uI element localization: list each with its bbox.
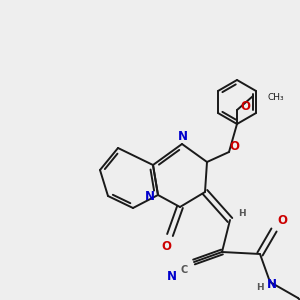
Text: O: O: [161, 241, 171, 254]
Text: O: O: [229, 140, 239, 152]
Text: N: N: [145, 190, 155, 203]
Text: CH₃: CH₃: [267, 94, 284, 103]
Text: O: O: [240, 100, 250, 112]
Text: H: H: [256, 284, 264, 292]
Text: N: N: [267, 278, 277, 290]
Text: N: N: [178, 130, 188, 143]
Text: C: C: [180, 265, 188, 275]
Text: N: N: [167, 269, 177, 283]
Text: O: O: [277, 214, 287, 226]
Text: H: H: [238, 209, 246, 218]
